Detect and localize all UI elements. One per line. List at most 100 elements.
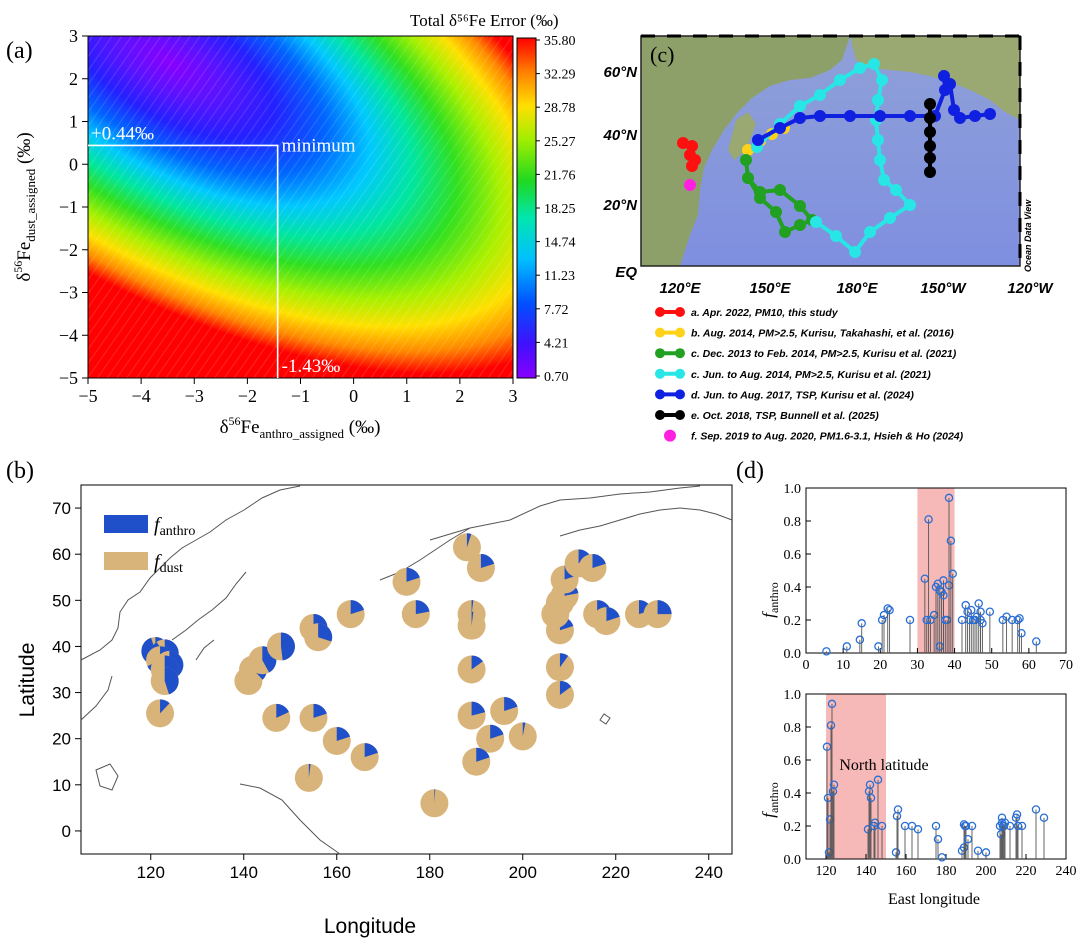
latitude-plot-point bbox=[948, 569, 957, 579]
colorbar-tick-label: 4.21 bbox=[544, 336, 569, 351]
x-tick-label: 120 bbox=[137, 863, 165, 882]
colorbar-title: Total δ⁵⁶Fe Error (‰) bbox=[410, 11, 559, 30]
longitude-plot-point bbox=[829, 780, 839, 790]
colorbar-tick-label: 7.72 bbox=[544, 303, 569, 318]
coastline-south-china bbox=[80, 675, 113, 721]
legend-marker bbox=[655, 389, 665, 400]
station-marker-f bbox=[684, 179, 696, 191]
coastline-hawaii bbox=[599, 713, 611, 725]
panel-b-frame bbox=[80, 484, 733, 855]
y-tick-label: −2 bbox=[59, 240, 78, 260]
pie-anthro-slice bbox=[606, 607, 620, 622]
latitude-plot-point bbox=[857, 619, 866, 628]
y-tick-label: 10 bbox=[52, 776, 71, 795]
pie-anthro-slice bbox=[280, 632, 295, 661]
pie-anthro-slice bbox=[490, 724, 504, 739]
coastline-new-guinea bbox=[239, 783, 341, 855]
x-tick-label: 2 bbox=[455, 386, 464, 406]
pie-anthro-slice bbox=[471, 701, 486, 716]
coastline-ryukyu bbox=[195, 639, 215, 661]
pie-anthro-slice bbox=[160, 699, 170, 714]
pie-anthro-slice bbox=[336, 726, 351, 741]
cruise-station-marker bbox=[774, 184, 786, 196]
pie-anthro-slice bbox=[471, 611, 474, 626]
cruise-station-marker bbox=[794, 200, 806, 212]
y-tick-label: 2 bbox=[69, 69, 78, 89]
legend-entry: d. Jun. to Aug. 2017, TSP, Kurisu et al.… bbox=[691, 389, 914, 401]
colorbar-tick-label: 18.25 bbox=[544, 202, 576, 217]
pie-anthro-slice bbox=[471, 600, 474, 615]
longitude-plot-point bbox=[866, 793, 876, 803]
longitude-plot-y-tick-label: 1.0 bbox=[784, 688, 802, 703]
pie-anthro-slice bbox=[559, 680, 572, 695]
x-tick-label: 1 bbox=[402, 386, 411, 406]
latitude-plot-point bbox=[946, 536, 956, 546]
legend-marker bbox=[675, 410, 685, 420]
y-tick-label: 70 bbox=[52, 499, 71, 518]
cruise-station-marker bbox=[890, 184, 902, 196]
cruise-station-marker bbox=[779, 226, 791, 238]
longitude-plot-point bbox=[1012, 810, 1022, 819]
latitude-plot-point bbox=[883, 604, 892, 613]
map-lat-labels: 60°N 40°N 20°N EQ bbox=[602, 64, 638, 281]
longitude-plot-point bbox=[870, 818, 880, 827]
latitude-plot-x-tick-label: 70 bbox=[1059, 658, 1073, 673]
longitude-plot-x-tick-label: 180 bbox=[936, 864, 957, 879]
latitude-plot-point bbox=[855, 635, 865, 645]
pie-markers bbox=[141, 533, 672, 818]
cruise-station-marker bbox=[686, 160, 698, 172]
cruise-station-marker bbox=[878, 174, 890, 186]
y-tick-label: 3 bbox=[69, 26, 78, 46]
legend-anthro-swatch bbox=[104, 515, 148, 533]
y-tick-label: −3 bbox=[59, 283, 78, 303]
pie-anthro-slice bbox=[434, 789, 436, 804]
map-lat-label: EQ bbox=[615, 264, 637, 281]
legend-marker bbox=[655, 410, 665, 420]
cruise-station-marker bbox=[944, 78, 956, 90]
pie-anthro-slice bbox=[657, 600, 672, 615]
longitude-plot-point bbox=[1039, 813, 1049, 823]
pie-anthro-slice bbox=[318, 623, 333, 642]
panel-d: (d) 0 10 20 30 40 50 60 70 0.0 0.2 0.4 0.6 0.8 1.0 12… bbox=[736, 458, 1077, 908]
longitude-plot-y-tick-label: 0.4 bbox=[784, 787, 802, 802]
panel-c-label: (c) bbox=[650, 42, 674, 67]
cruise-station-marker bbox=[814, 110, 826, 122]
map-lat-label: 40°N bbox=[602, 127, 638, 144]
cruise-station-marker bbox=[794, 219, 806, 231]
latitude-plot-point bbox=[1015, 614, 1024, 623]
annotation-minimum: minimum bbox=[282, 135, 356, 156]
y-tick-label: 30 bbox=[52, 684, 71, 703]
map-lon-labels: 120°E 150°E 180°E 150°W 120°W bbox=[659, 280, 1054, 297]
cruise-station-marker bbox=[864, 226, 876, 238]
cruise-station-marker bbox=[872, 134, 884, 146]
longitude-plot-point bbox=[933, 834, 943, 844]
x-tick-label: 180 bbox=[416, 863, 444, 882]
longitude-plot-x-tick-label: 160 bbox=[896, 864, 917, 879]
latitude-plot-x-tick-label: 20 bbox=[873, 658, 887, 673]
pie-anthro-slice bbox=[522, 722, 526, 737]
heatmap-contours bbox=[88, 36, 513, 378]
panel-d-label: (d) bbox=[736, 458, 764, 484]
x-tick-label: 200 bbox=[509, 863, 537, 882]
cruise-station-marker bbox=[874, 110, 886, 122]
longitude-plot-point bbox=[981, 848, 991, 857]
latitude-plot-point bbox=[985, 607, 995, 617]
coastline-alaska bbox=[429, 485, 701, 541]
pie-anthro-slice bbox=[415, 600, 430, 615]
colorbar-tick-label: 32.29 bbox=[544, 68, 576, 83]
x-tick-label: −4 bbox=[132, 386, 151, 406]
cruise-station-marker bbox=[686, 140, 698, 152]
longitude-plot-x-tick-label: 120 bbox=[816, 864, 837, 879]
y-tick-label: −1 bbox=[59, 197, 78, 217]
legend-marker bbox=[664, 429, 676, 442]
y-tick-label: −4 bbox=[59, 325, 78, 345]
cruise-station-marker bbox=[924, 140, 936, 152]
map-legend: a. Apr. 2022, PM10, this study b. Aug. 20… bbox=[655, 307, 964, 443]
cruise-station-marker bbox=[924, 112, 936, 124]
latitude-plot-x-tick-label: 50 bbox=[985, 658, 999, 673]
legend-entry: c. Dec. 2013 to Feb. 2014, PM>2.5, Kuris… bbox=[691, 348, 957, 360]
y-tick-label: 40 bbox=[52, 637, 71, 656]
y-tick-label: 50 bbox=[52, 591, 71, 610]
coastlines bbox=[80, 485, 733, 855]
latitude-plot-y-tick-label: 0.6 bbox=[784, 548, 802, 563]
